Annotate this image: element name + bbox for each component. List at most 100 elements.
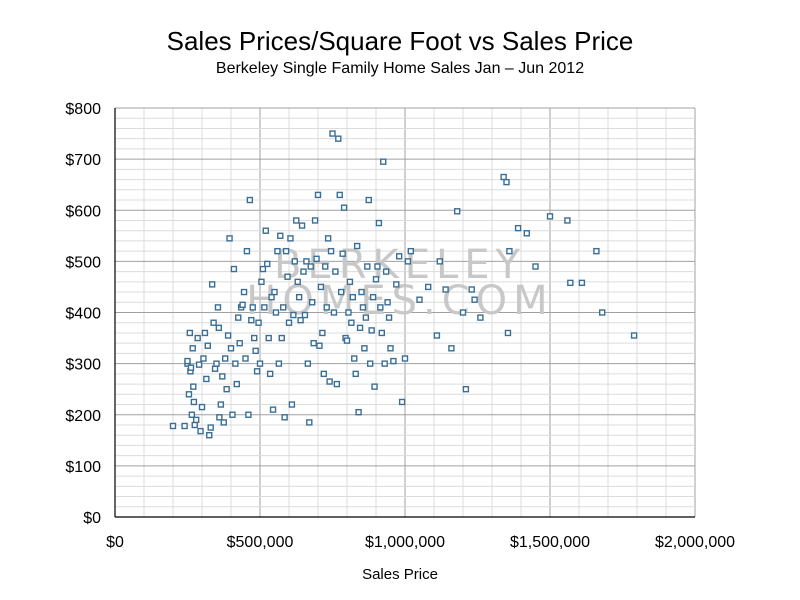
data-point <box>567 279 574 287</box>
data-point <box>277 232 284 240</box>
data-point <box>333 380 341 388</box>
data-point <box>310 339 317 347</box>
data-point <box>375 219 383 227</box>
data-point <box>295 293 303 301</box>
data-point <box>181 422 188 430</box>
data-point <box>186 329 194 337</box>
data-point <box>206 432 213 439</box>
data-point <box>264 260 271 268</box>
data-point <box>211 365 219 372</box>
data-point <box>578 279 586 287</box>
data-point <box>281 414 288 421</box>
data-point <box>523 230 530 237</box>
data-point <box>217 401 225 408</box>
data-point <box>259 265 267 273</box>
data-point <box>368 327 375 334</box>
data-point <box>546 213 554 220</box>
data-point <box>401 355 409 362</box>
data-point <box>250 334 258 342</box>
data-point <box>327 247 335 255</box>
data-point <box>265 334 272 342</box>
data-point <box>219 373 226 380</box>
data-point <box>381 360 388 367</box>
data-point <box>239 301 246 309</box>
data-point <box>243 247 251 255</box>
data-point <box>459 309 467 316</box>
data-point <box>324 235 332 242</box>
data-point <box>382 268 390 275</box>
data-point <box>235 314 242 321</box>
data-point <box>190 383 197 390</box>
data-point <box>352 370 359 378</box>
data-point <box>229 411 236 418</box>
data-point <box>340 204 348 211</box>
data-point <box>227 345 235 352</box>
data-point <box>343 337 351 344</box>
data-point <box>332 268 339 275</box>
data-point <box>266 370 274 378</box>
x-tick-label: $1,500,000 <box>510 534 590 551</box>
data-point <box>314 191 322 199</box>
data-point <box>356 324 364 332</box>
data-point <box>169 422 177 430</box>
y-tick-label: $600 <box>65 203 101 220</box>
data-point <box>338 288 345 296</box>
data-point <box>194 334 201 342</box>
data-point <box>348 319 355 326</box>
data-point <box>407 247 414 255</box>
data-point <box>425 283 432 291</box>
data-point <box>188 411 196 418</box>
data-point <box>252 347 259 355</box>
data-point <box>215 324 223 332</box>
data-point <box>346 278 354 286</box>
data-point <box>385 314 393 321</box>
data-point <box>223 385 230 393</box>
data-point <box>306 419 313 426</box>
data-point <box>353 242 361 250</box>
data-point <box>280 304 287 311</box>
data-point <box>329 130 336 137</box>
data-point <box>282 247 290 255</box>
x-tick-label: $500,000 <box>227 534 294 551</box>
data-point <box>599 309 606 316</box>
data-point <box>287 235 294 242</box>
data-point <box>204 342 212 349</box>
chart-title: Sales Prices/Square Foot vs Sales Price <box>166 26 634 56</box>
data-point <box>285 319 293 326</box>
data-point <box>436 258 443 265</box>
data-point <box>200 355 207 362</box>
data-point <box>365 196 372 204</box>
data-point <box>298 222 306 229</box>
data-point <box>339 250 346 257</box>
data-point <box>371 383 378 390</box>
data-point <box>284 273 291 280</box>
data-point <box>372 276 380 283</box>
y-tick-label: $300 <box>65 357 101 374</box>
data-point <box>384 299 391 306</box>
data-point <box>351 355 358 362</box>
data-point <box>358 288 365 296</box>
data-point <box>271 288 278 296</box>
data-point <box>294 278 301 286</box>
data-point <box>197 427 204 435</box>
data-point <box>362 314 370 321</box>
watermark-line-1: BERKELEY <box>274 242 526 288</box>
data-point <box>320 370 327 378</box>
data-point <box>361 345 368 352</box>
data-point <box>207 424 214 431</box>
data-point <box>290 311 297 319</box>
data-point <box>272 309 280 316</box>
data-point <box>256 360 264 367</box>
data-point <box>210 319 217 326</box>
data-point <box>477 314 484 321</box>
data-point <box>230 265 238 273</box>
data-point <box>367 360 374 367</box>
data-point <box>203 375 210 383</box>
data-point <box>316 342 323 349</box>
data-point <box>378 329 385 337</box>
data-point <box>192 416 200 424</box>
data-point <box>393 281 400 288</box>
data-point <box>187 364 195 371</box>
data-point <box>317 283 325 291</box>
data-point <box>190 398 198 406</box>
